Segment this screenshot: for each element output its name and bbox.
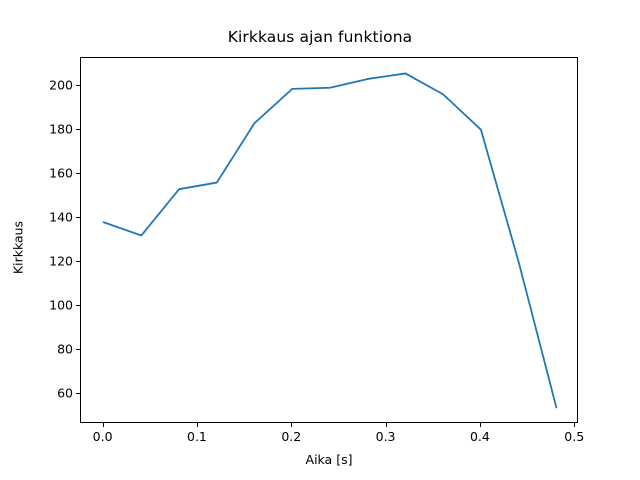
- y-tick-mark: [76, 84, 80, 86]
- y-tick-label: 200: [49, 77, 73, 93]
- y-tick-mark: [76, 305, 80, 307]
- plot-area: [80, 57, 578, 423]
- y-tick-mark: [76, 260, 80, 262]
- y-tick-mark: [76, 128, 80, 130]
- x-tick-label: 0.1: [187, 429, 207, 444]
- y-tick-label: 100: [49, 297, 73, 313]
- x-tick-mark: [196, 423, 198, 427]
- y-tick-mark: [76, 349, 80, 351]
- x-tick-label: 0.2: [281, 429, 302, 444]
- y-tick-mark: [76, 172, 80, 174]
- x-tick-mark: [385, 423, 387, 427]
- y-tick-label: 140: [49, 209, 73, 225]
- x-tick-mark: [479, 423, 481, 427]
- y-axis-label: Kirkkaus: [10, 220, 26, 275]
- x-tick-label: 0.3: [375, 429, 396, 444]
- y-tick-label: 60: [57, 385, 73, 401]
- x-tick-label: 0.5: [564, 429, 585, 444]
- x-tick-label: 0.0: [92, 429, 113, 444]
- y-tick-label: 160: [49, 165, 73, 181]
- y-tick-label: 80: [57, 341, 73, 357]
- y-tick-label: 120: [49, 253, 73, 269]
- x-axis-label: Aika [s]: [305, 452, 353, 467]
- y-tick-mark: [76, 393, 80, 395]
- data-series-line: [102, 72, 558, 409]
- x-tick-mark: [291, 423, 293, 427]
- x-tick-mark: [102, 423, 104, 427]
- chart-title: Kirkkaus ajan funktiona: [227, 28, 413, 46]
- x-tick-label: 0.4: [469, 429, 490, 444]
- x-tick-mark: [574, 423, 576, 427]
- y-tick-label: 180: [49, 121, 73, 137]
- data-line-svg: [102, 72, 558, 409]
- y-tick-mark: [76, 216, 80, 218]
